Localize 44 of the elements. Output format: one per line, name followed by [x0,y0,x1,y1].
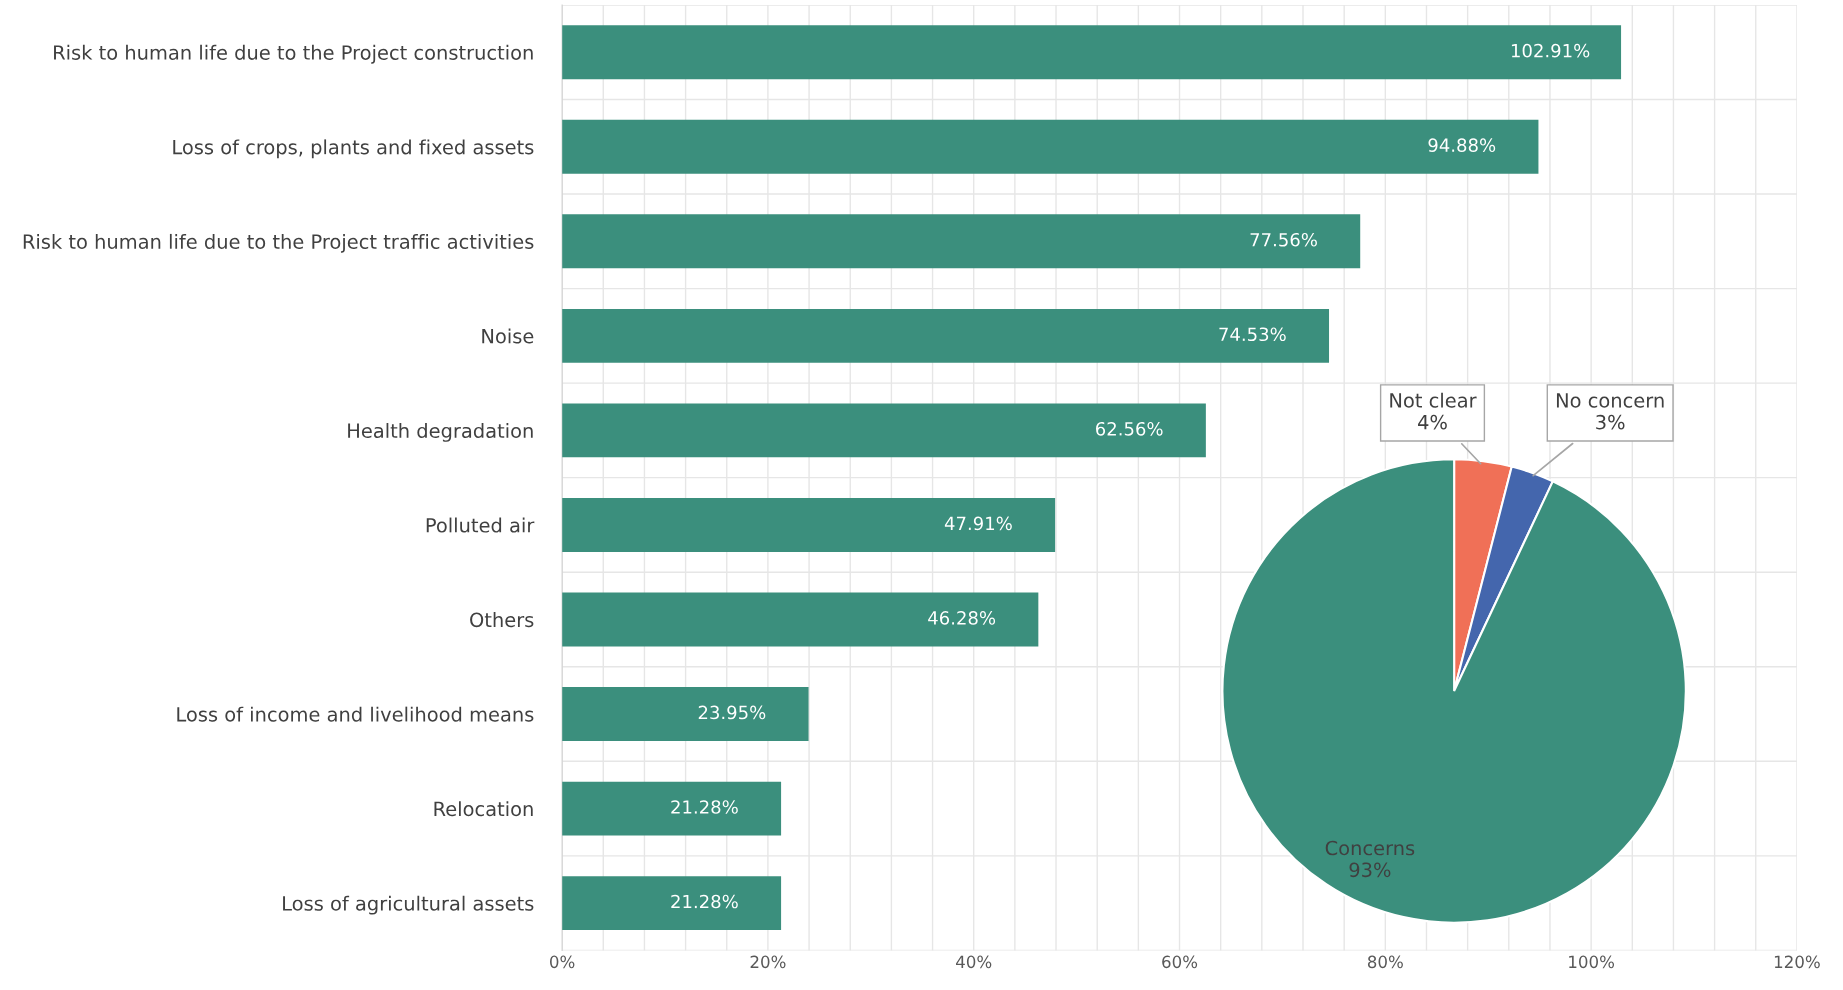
data-label: 21.28% [671,800,738,814]
data-label: 77.56% [1250,232,1317,247]
data-label: 74.53% [1219,327,1286,342]
bar [562,214,1361,269]
bar [562,876,782,931]
y-tick-label: Risk to human life due to the Project traffic activities [23,233,534,253]
y-tick-label: Loss of agricultural assets [283,895,534,915]
bar [562,592,1039,647]
bar [562,25,1622,80]
bar [562,403,1206,458]
y-tick-label: Loss of crops, plants and fixed assets [173,139,534,159]
data-label: 21.28% [671,894,738,909]
bar [562,781,782,836]
bar [562,498,1056,552]
bar [562,687,809,741]
y-tick-label: Loss of income and livelihood means [177,706,534,722]
x-tick-label: 60% [1162,955,1198,969]
bar [562,119,1539,174]
x-tick-label: 40% [956,955,992,969]
y-tick-label: Risk to human life due to the Project construction [54,44,533,64]
data-label: 94.88% [1428,138,1496,153]
x-tick-label: 120% [1774,955,1820,969]
y-tick-label: Noise [482,328,534,344]
x-tick-label: 80% [1367,955,1403,969]
y-tick-label: Others [470,612,534,628]
data-label: 4% [1418,414,1447,430]
bar [562,308,1330,363]
data-label: 46.28% [928,611,996,625]
x-tick-label: 100% [1569,955,1615,969]
data-label: 102.91% [1511,43,1590,58]
data-label: 23.95% [698,705,766,720]
x-tick-label: 20% [750,955,786,969]
data-label: 93% [1349,862,1391,878]
slice-label: Not clear [1390,392,1477,408]
data-label: 3% [1596,414,1625,430]
y-tick-label: Relocation [434,801,533,817]
pie-slice [1221,458,1687,924]
y-tick-label: Polluted air [426,517,535,533]
y-tick-label: Health degradation [348,423,533,442]
slice-label: Concerns [1325,840,1415,856]
data-label: 47.91% [944,516,1012,531]
data-label: 62.56% [1096,421,1163,436]
x-tick-label: 0% [549,955,575,969]
slice-label: No concern [1556,393,1664,408]
